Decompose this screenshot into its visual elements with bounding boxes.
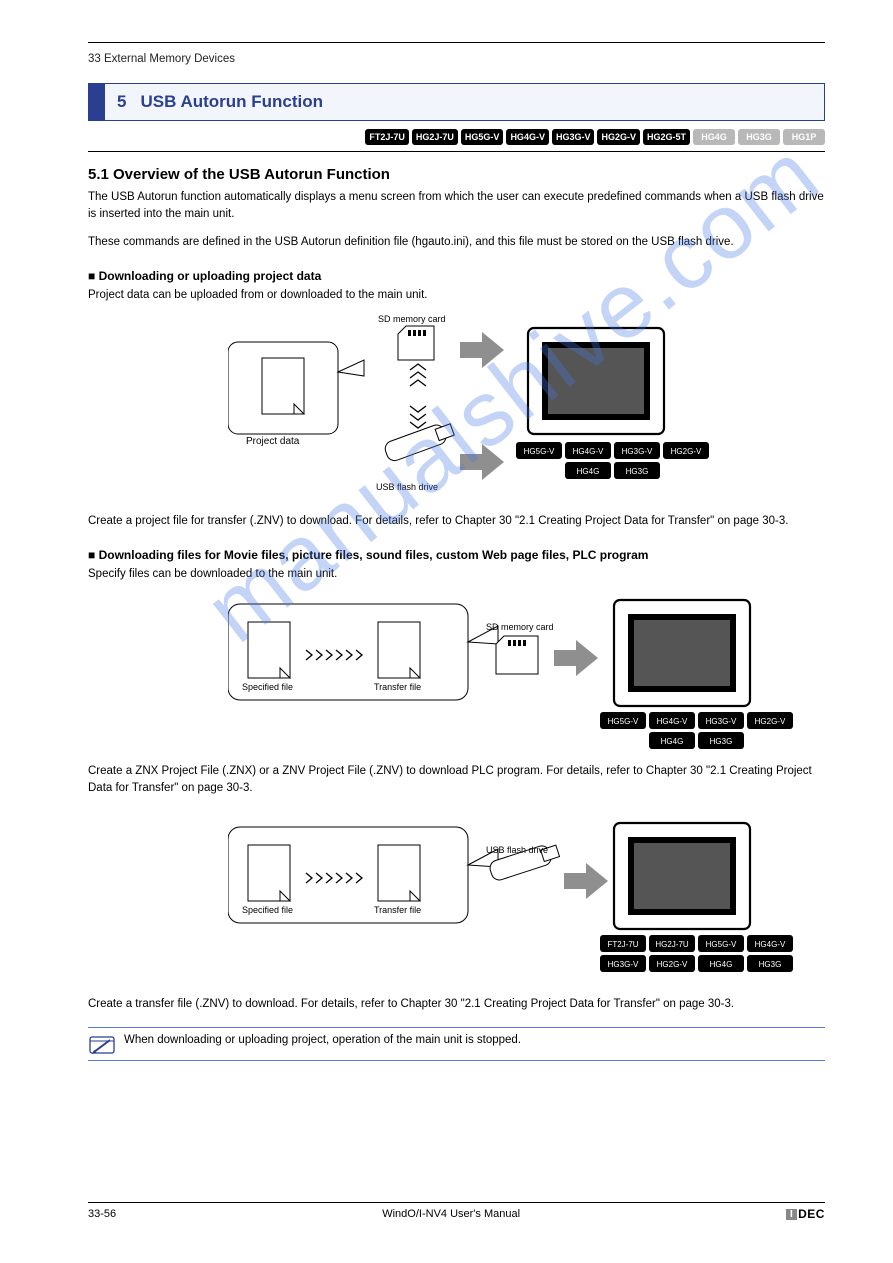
sec1-desc: Project data can be uploaded from or dow…	[88, 287, 825, 304]
overview-heading: 5.1 Overview of the USB Autorun Function	[88, 166, 825, 183]
note-block: When downloading or uploading project, o…	[88, 1027, 825, 1061]
label-project-data: Project data	[246, 436, 300, 447]
svg-text:HG4G-V: HG4G-V	[657, 717, 688, 726]
model-chip: HG2G-V	[597, 129, 640, 145]
svg-text:HG4G: HG4G	[710, 960, 733, 969]
chapter-label: 33 External Memory Devices	[88, 53, 235, 65]
label-sd: SD memory card	[378, 314, 446, 324]
sec3-after: Create a transfer file (.ZNV) to downloa…	[88, 996, 825, 1013]
title-number: 5	[117, 92, 126, 112]
doc-title: WindO/I-NV4 User's Manual	[382, 1208, 520, 1220]
model-chip: HG2G-5T	[643, 129, 690, 145]
diagram-sd-download: Specified file Transfer file SD memory c…	[228, 594, 825, 759]
sec2-heading: ■ Downloading files for Movie files, pic…	[88, 548, 825, 562]
model-chip: FT2J-7U	[365, 129, 409, 145]
svg-text:HG4G-V: HG4G-V	[573, 447, 604, 456]
label-transfer-file-2: Transfer file	[374, 905, 421, 915]
overview-p1: The USB Autorun function automatically d…	[88, 189, 825, 224]
note-icon	[88, 1032, 124, 1056]
section-title-bar: 5 USB Autorun Function	[88, 83, 825, 121]
note-text: When downloading or uploading project, o…	[124, 1032, 521, 1056]
svg-text:FT2J-7U: FT2J-7U	[607, 940, 638, 949]
label-specified-file-2: Specified file	[242, 905, 293, 915]
label-sd2: SD memory card	[486, 622, 554, 632]
overview-p2: These commands are defined in the USB Au…	[88, 234, 825, 251]
svg-text:HG3G: HG3G	[759, 960, 782, 969]
model-chip: HG4G-V	[506, 129, 549, 145]
svg-text:HG4G-V: HG4G-V	[755, 940, 786, 949]
svg-text:HG3G-V: HG3G-V	[622, 447, 653, 456]
svg-text:HG3G: HG3G	[710, 737, 733, 746]
svg-text:HG2J-7U: HG2J-7U	[655, 940, 689, 949]
label-specified-file: Specified file	[242, 682, 293, 692]
svg-text:HG5G-V: HG5G-V	[524, 447, 555, 456]
model-chip: HG3G-V	[552, 129, 595, 145]
model-chip: HG5G-V	[461, 129, 504, 145]
idec-logo: IDEC	[786, 1207, 825, 1221]
svg-text:HG4G: HG4G	[661, 737, 684, 746]
model-chip: HG1P	[783, 129, 825, 145]
svg-text:HG5G-V: HG5G-V	[608, 717, 639, 726]
svg-text:HG2G-V: HG2G-V	[755, 717, 786, 726]
diagram-download-upload: Project data SD memory card USB flash dr…	[228, 314, 825, 509]
sec1-heading: ■ Downloading or uploading project data	[88, 269, 825, 283]
svg-text:HG2G-V: HG2G-V	[671, 447, 702, 456]
svg-text:HG3G-V: HG3G-V	[608, 960, 639, 969]
label-transfer-file: Transfer file	[374, 682, 421, 692]
diagram-usb-download: Specified file Transfer file USB flash d…	[228, 817, 825, 992]
svg-text:HG4G: HG4G	[577, 467, 600, 476]
page-number: 33-56	[88, 1208, 116, 1220]
model-chip: HG3G	[738, 129, 780, 145]
model-chip: HG4G	[693, 129, 735, 145]
sec1-after: Create a project file for transfer (.ZNV…	[88, 513, 825, 530]
svg-text:HG5G-V: HG5G-V	[706, 940, 737, 949]
label-usb2: USB flash drive	[486, 845, 548, 855]
svg-text:HG2G-V: HG2G-V	[657, 960, 688, 969]
sec2-desc: Specify files can be downloaded to the m…	[88, 566, 825, 583]
model-chip: HG2J-7U	[412, 129, 458, 145]
svg-text:HG3G-V: HG3G-V	[706, 717, 737, 726]
sec2-after: Create a ZNX Project File (.ZNX) or a ZN…	[88, 763, 825, 798]
model-chip-row: FT2J-7UHG2J-7UHG5G-VHG4G-VHG3G-VHG2G-VHG…	[88, 129, 825, 145]
label-usb: USB flash drive	[376, 482, 438, 492]
svg-text:HG3G: HG3G	[626, 467, 649, 476]
title-text: USB Autorun Function	[140, 92, 323, 112]
